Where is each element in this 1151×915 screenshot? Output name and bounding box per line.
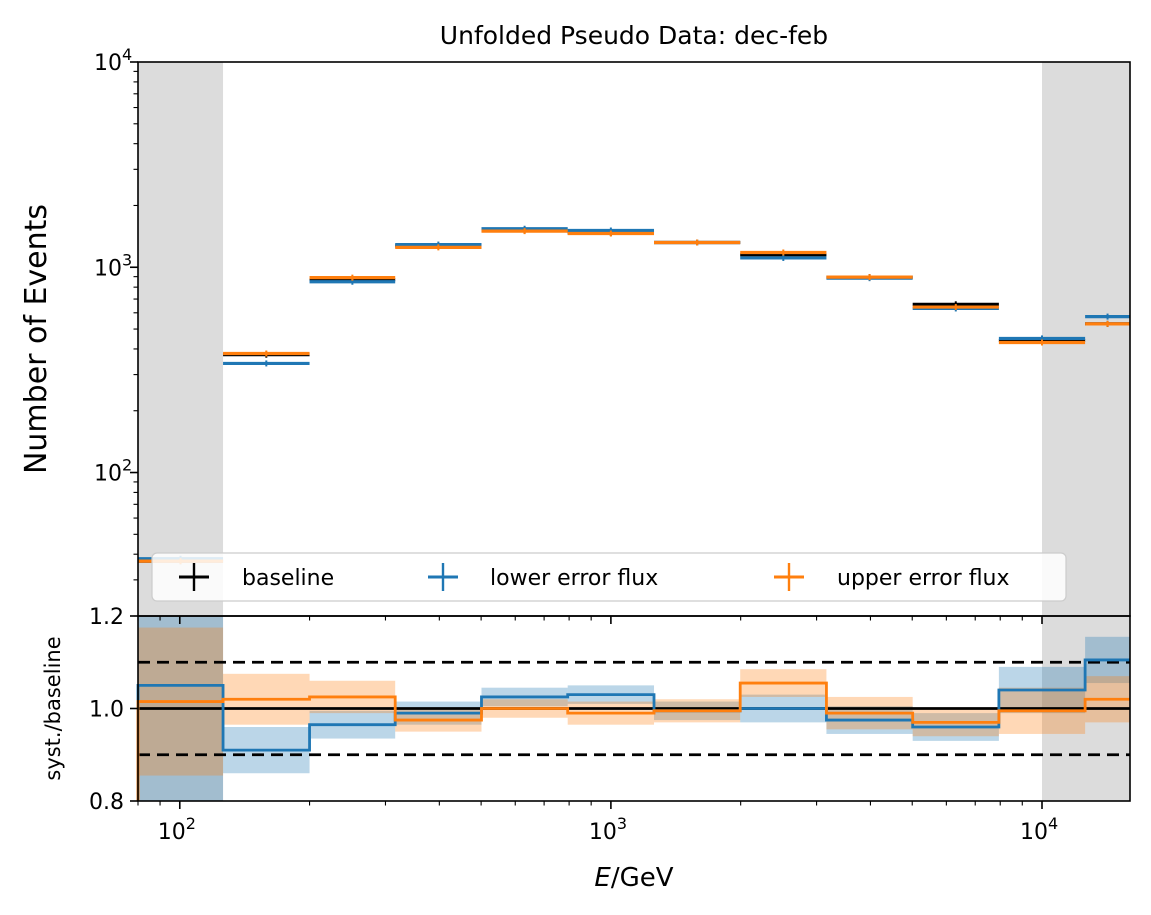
y2-tick-label: 1.2 bbox=[89, 605, 124, 630]
labels: 102 103 104 0.8 1.0 1.2 102 103 104 Unfolded Pseu… bbox=[19, 21, 1131, 893]
legend-label-2: upper error flux bbox=[837, 566, 1010, 591]
x-axis-label: E/GeV bbox=[594, 863, 673, 893]
y2-tick-label: 0.8 bbox=[89, 790, 124, 815]
y-tick-label: 103 bbox=[94, 250, 132, 281]
x-tick-label: 103 bbox=[589, 814, 627, 845]
legend: baseline lower error flux upper error flux bbox=[151, 552, 1067, 602]
legend-label-0: baseline bbox=[242, 566, 334, 591]
legend-label-1: lower error flux bbox=[490, 566, 658, 591]
bottom-panel bbox=[136, 616, 1130, 801]
y-axis-label: Number of Events bbox=[19, 204, 54, 474]
y-tick-label: 102 bbox=[94, 456, 132, 487]
y2-tick-label: 1.0 bbox=[89, 698, 124, 723]
x-tick-label: 102 bbox=[158, 814, 196, 845]
x-tick-label: 104 bbox=[1020, 814, 1058, 845]
top-axes-frame bbox=[137, 61, 1131, 617]
ratio-step-upper-error-flux bbox=[136, 681, 1130, 801]
ratio-step-lower-error-flux bbox=[136, 658, 1130, 801]
legend-box bbox=[151, 552, 1067, 602]
chart-title: Unfolded Pseudo Data: dec-feb bbox=[440, 21, 828, 50]
shaded-region-0 bbox=[138, 62, 224, 801]
y2-axis-label: syst./baseline bbox=[41, 636, 65, 780]
y-tick-label: 104 bbox=[94, 45, 132, 76]
top-panel bbox=[138, 62, 1130, 801]
